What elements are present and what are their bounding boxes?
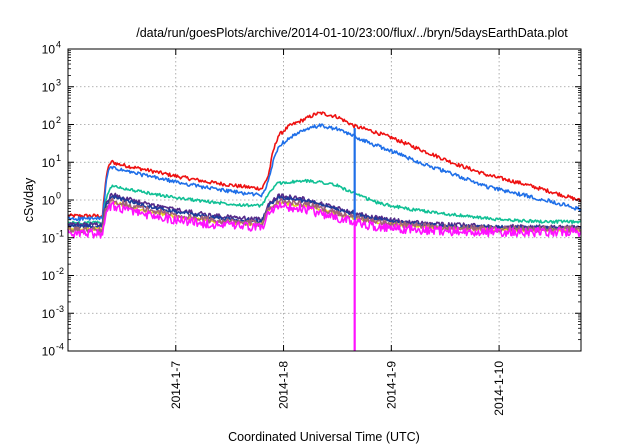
y-tick-label: 10 (42, 345, 56, 359)
series-line (67, 123, 582, 222)
x-tick-label: 2014-1-9 (384, 361, 398, 409)
axis-ticks (68, 48, 581, 352)
y-tick-label-exponent: -1 (56, 228, 64, 238)
series-line (67, 194, 582, 231)
y-tick-label-exponent: 3 (56, 77, 61, 87)
x-tick-label: 2014-1-8 (277, 361, 291, 409)
y-tick-label: 10 (42, 194, 56, 208)
x-tick-labels: 2014-1-7 2014-1-8 2014-1-9 2014-1-10 (169, 361, 506, 416)
x-axis-label: Coordinated Universal Time (UTC) (228, 430, 420, 444)
series-line (67, 201, 582, 239)
x-tick-label: 2014-1-10 (492, 361, 506, 416)
y-tick-label-exponent: -2 (56, 266, 64, 276)
y-tick-label: 10 (42, 118, 56, 132)
y-tick-label-exponent: 4 (56, 40, 61, 50)
y-tick-label: 10 (42, 43, 56, 57)
y-tick-label-exponent: -3 (56, 304, 64, 314)
y-tick-label-exponent: -4 (56, 342, 64, 352)
chart-title: /data/run/goesPlots/archive/2014-01-10/2… (136, 26, 568, 40)
y-tick-label-exponent: 1 (56, 153, 61, 163)
y-tick-label-exponent: 2 (56, 115, 61, 125)
series-line (67, 178, 582, 225)
x-tick-label: 2014-1-7 (169, 361, 183, 409)
grid-lines (68, 49, 581, 351)
y-tick-label: 10 (42, 80, 56, 94)
y-tick-label: 10 (42, 156, 56, 170)
y-tick-label-exponent: 0 (56, 191, 61, 201)
y-tick-label: 10 (42, 231, 56, 245)
y-tick-label: 10 (42, 269, 56, 283)
series-line (67, 111, 582, 219)
y-axis-label: cSv/day (22, 177, 36, 222)
y-tick-label: 10 (42, 307, 56, 321)
series-layer (67, 111, 582, 351)
